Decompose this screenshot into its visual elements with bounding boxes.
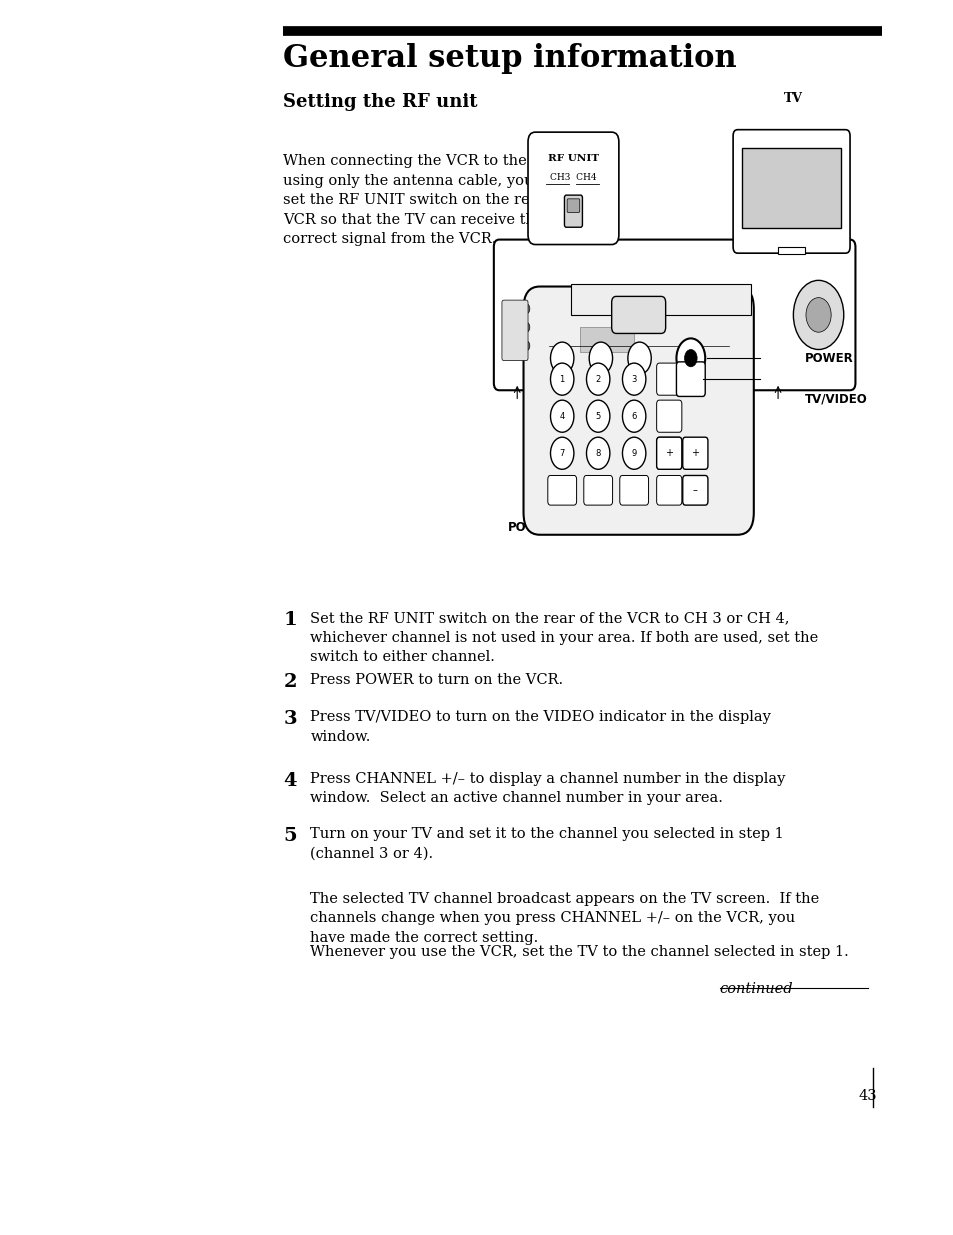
Text: 8: 8	[595, 448, 600, 458]
FancyBboxPatch shape	[656, 400, 681, 432]
Text: Setting the RF unit: Setting the RF unit	[283, 93, 477, 111]
Circle shape	[589, 342, 612, 374]
Bar	[741, 148, 841, 228]
Text: 5: 5	[595, 411, 600, 421]
Text: 4: 4	[559, 411, 564, 421]
Text: The selected TV channel broadcast appears on the TV screen.  If the
channels cha: The selected TV channel broadcast appear…	[310, 892, 819, 945]
FancyBboxPatch shape	[501, 300, 527, 361]
FancyBboxPatch shape	[619, 475, 648, 505]
Circle shape	[621, 437, 645, 469]
Bar	[571, 284, 750, 315]
Circle shape	[684, 350, 697, 367]
FancyBboxPatch shape	[676, 362, 704, 396]
Text: CH3  CH4: CH3 CH4	[550, 173, 597, 182]
FancyBboxPatch shape	[611, 296, 665, 333]
Text: When connecting the VCR to the TV
using only the antenna cable, you must
set the: When connecting the VCR to the TV using …	[283, 154, 593, 246]
Text: 5: 5	[283, 827, 296, 846]
Text: Press POWER to turn on the VCR.: Press POWER to turn on the VCR.	[310, 673, 563, 687]
Circle shape	[522, 322, 529, 332]
Text: 3: 3	[283, 710, 296, 729]
Text: POWER: POWER	[508, 521, 557, 535]
Text: 7: 7	[558, 448, 564, 458]
FancyBboxPatch shape	[583, 475, 612, 505]
FancyBboxPatch shape	[656, 475, 681, 505]
Text: 1: 1	[559, 374, 564, 384]
Text: Turn on your TV and set it to the channel you selected in step 1
(channel 3 or 4: Turn on your TV and set it to the channe…	[310, 827, 783, 861]
Circle shape	[512, 322, 518, 332]
Text: 2: 2	[595, 374, 600, 384]
Circle shape	[550, 437, 574, 469]
FancyBboxPatch shape	[566, 199, 579, 212]
Bar	[778, 247, 804, 254]
Bar	[579, 327, 634, 352]
Text: TV: TV	[783, 91, 802, 105]
Text: CHANNEL +/–: CHANNEL +/–	[660, 521, 748, 535]
Text: Whenever you use the VCR, set the TV to the channel selected in step 1.: Whenever you use the VCR, set the TV to …	[310, 945, 848, 958]
Text: POWER: POWER	[804, 352, 853, 364]
Circle shape	[621, 400, 645, 432]
FancyBboxPatch shape	[523, 287, 753, 535]
Text: General setup information: General setup information	[283, 43, 737, 74]
Circle shape	[550, 342, 574, 374]
Text: –: –	[692, 485, 697, 495]
Circle shape	[676, 338, 704, 378]
FancyBboxPatch shape	[656, 363, 681, 395]
Text: 43: 43	[858, 1089, 876, 1103]
Text: 9: 9	[631, 448, 636, 458]
Text: RF UNIT: RF UNIT	[547, 154, 598, 163]
FancyBboxPatch shape	[527, 132, 618, 245]
FancyBboxPatch shape	[682, 475, 707, 505]
FancyBboxPatch shape	[547, 475, 576, 505]
Text: 1: 1	[283, 611, 296, 630]
Circle shape	[512, 341, 518, 351]
Text: 6: 6	[631, 411, 637, 421]
Text: 4: 4	[283, 772, 296, 790]
Circle shape	[522, 304, 529, 314]
Text: +: +	[664, 448, 673, 458]
Text: +: +	[691, 448, 699, 458]
FancyBboxPatch shape	[656, 437, 681, 469]
Circle shape	[550, 363, 574, 395]
Circle shape	[586, 363, 609, 395]
Circle shape	[512, 304, 518, 314]
FancyBboxPatch shape	[732, 130, 849, 253]
Text: Press TV/VIDEO to turn on the VIDEO indicator in the display
window.: Press TV/VIDEO to turn on the VIDEO indi…	[310, 710, 770, 743]
FancyBboxPatch shape	[656, 437, 681, 469]
Circle shape	[550, 400, 574, 432]
Circle shape	[522, 341, 529, 351]
Text: continued: continued	[719, 982, 792, 995]
Circle shape	[793, 280, 842, 350]
Circle shape	[586, 400, 609, 432]
Text: 2: 2	[283, 673, 296, 692]
Circle shape	[586, 437, 609, 469]
FancyBboxPatch shape	[564, 195, 582, 227]
Text: Set the RF UNIT switch on the rear of the VCR to CH 3 or CH 4,
whichever channel: Set the RF UNIT switch on the rear of th…	[310, 611, 818, 664]
Text: TV/VIDEO: TV/VIDEO	[804, 393, 867, 405]
Circle shape	[805, 298, 830, 332]
FancyBboxPatch shape	[682, 437, 707, 469]
Text: Press CHANNEL +/– to display a channel number in the display
window.  Select an : Press CHANNEL +/– to display a channel n…	[310, 772, 785, 805]
Circle shape	[621, 363, 645, 395]
FancyBboxPatch shape	[494, 240, 855, 390]
Circle shape	[627, 342, 651, 374]
Text: 3: 3	[631, 374, 637, 384]
